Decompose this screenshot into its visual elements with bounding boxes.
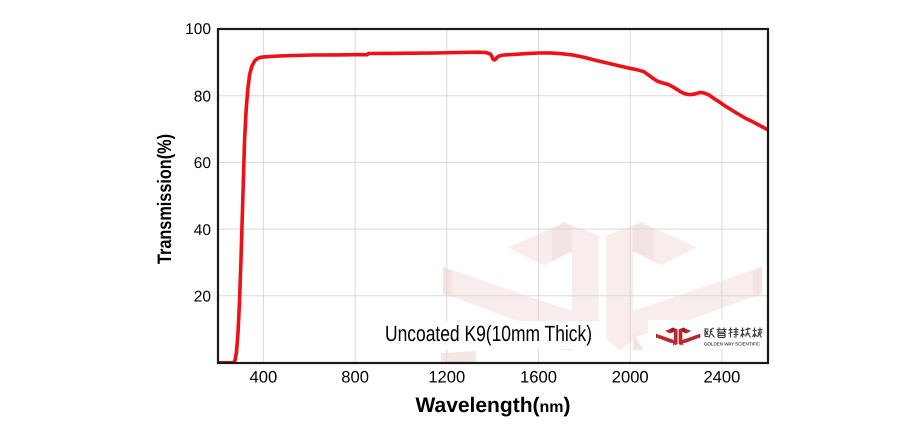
svg-text:2000: 2000	[612, 368, 649, 387]
svg-text:1600: 1600	[520, 368, 557, 387]
svg-text:400: 400	[250, 368, 278, 387]
svg-text:20: 20	[194, 289, 212, 306]
svg-text:Transmission(%): Transmission(%)	[154, 134, 176, 264]
svg-text:60: 60	[194, 155, 212, 172]
svg-text:1200: 1200	[428, 368, 465, 387]
svg-text:40: 40	[194, 222, 212, 239]
svg-text:Wavelength(nm): Wavelength(nm)	[415, 394, 570, 417]
svg-text:80: 80	[194, 88, 212, 105]
svg-text:GOLDEN WAY SCIENTIFIC: GOLDEN WAY SCIENTIFIC	[704, 342, 761, 347]
svg-text:100: 100	[185, 21, 211, 38]
svg-text:Uncoated K9(10mm Thick): Uncoated K9(10mm Thick)	[385, 321, 592, 346]
svg-text:2400: 2400	[703, 368, 740, 387]
svg-text:800: 800	[341, 368, 369, 387]
